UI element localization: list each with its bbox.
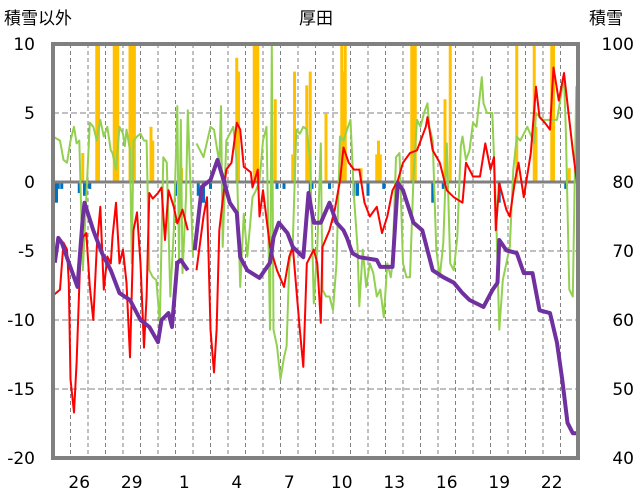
yellow-bars-bar	[112, 44, 116, 182]
yellow-bars-bar	[375, 154, 379, 182]
x-tick-label: 16	[436, 473, 458, 493]
blue-bars-bar	[366, 182, 370, 196]
yellow-bars-bar	[235, 57, 239, 182]
right-tick-label: 70	[612, 242, 634, 262]
yellow-bars-bar	[377, 140, 380, 182]
yellow-bars-bar	[254, 44, 258, 182]
blue-bars-bar	[382, 182, 386, 189]
yellow-bars-bar	[340, 44, 344, 182]
x-tick-label: 1	[179, 473, 190, 493]
yellow-bars-bar	[291, 154, 295, 182]
blue-bars-bar	[60, 182, 64, 189]
x-axis-ticks: 26 29 1 4 7 10 13 16 19 22	[68, 473, 562, 493]
blue-bars-bar	[77, 182, 81, 194]
x-tick-label: 13	[383, 473, 405, 493]
blue-bars-bar	[202, 182, 205, 203]
plot-frame	[51, 42, 580, 460]
blue-bars-bar	[282, 182, 286, 189]
x-tick-label: 4	[231, 473, 242, 493]
left-tick-label: -15	[7, 380, 35, 400]
left-tick-label: -10	[7, 311, 35, 331]
yellow-bars-bar	[343, 44, 347, 182]
yellow-bars-bar	[132, 44, 136, 182]
yellow-bars-bar	[534, 126, 538, 182]
x-tick-label: 22	[541, 473, 563, 493]
yellow-bars-bar	[293, 71, 296, 182]
right-axis-ticks: 100 90 80 70 60 50 40	[602, 35, 634, 469]
yellow-bars-bar	[378, 154, 382, 182]
blue-bars-bar	[564, 182, 568, 189]
right-tick-label: 100	[602, 35, 634, 55]
yellow-bars-bar	[256, 44, 260, 182]
yellow-bars-bar	[515, 44, 519, 182]
blue-bars-bar	[209, 182, 212, 189]
yellow-bars-bar	[81, 153, 85, 182]
left-tick-label: -20	[7, 449, 35, 469]
chart-title: 厚田	[299, 9, 333, 29]
x-tick-label: 26	[68, 473, 90, 493]
yellow-bars-bar	[443, 99, 447, 182]
left-tick-label: 10	[13, 35, 35, 55]
yellow-bars-bar	[448, 44, 452, 182]
yellow-bars-bar	[128, 44, 132, 182]
blue-bars-bar	[441, 182, 445, 189]
left-tick-label: 5	[24, 104, 35, 124]
green-line	[52, 44, 579, 381]
yellow-bars-bar	[307, 154, 310, 182]
yellow-bars-bar	[273, 99, 277, 182]
blue-bars-bar	[83, 182, 86, 196]
yellow-bars-bar	[252, 44, 256, 182]
purple-line-snow-depth	[52, 157, 578, 436]
yellow-bars-bar	[149, 126, 153, 182]
blue-bars-bar	[328, 182, 331, 189]
left-tick-label: -5	[18, 242, 35, 262]
blue-bars-bar	[310, 182, 314, 189]
red-line	[52, 66, 579, 414]
yellow-bars-bar	[413, 44, 417, 182]
series-lines	[52, 44, 579, 436]
yellow-bars-bar	[114, 44, 118, 182]
x-tick-label: 19	[488, 473, 510, 493]
yellow-bars-bar	[95, 44, 99, 182]
x-tick-label: 10	[331, 473, 353, 493]
yellow-bars-bar	[131, 44, 135, 182]
yellow-bars-bar	[324, 113, 328, 182]
right-tick-label: 80	[612, 173, 634, 193]
x-tick-label: 7	[284, 473, 295, 493]
right-tick-label: 60	[612, 311, 634, 331]
x-tick-label: 29	[121, 473, 143, 493]
right-tick-label: 40	[612, 449, 634, 469]
blue-bars-bar	[431, 182, 435, 203]
left-tick-label: 0	[24, 173, 35, 193]
left-axis-label: 積雪以外	[4, 9, 72, 29]
yellow-bars-bar	[410, 44, 414, 182]
blue-bars-bar	[55, 182, 58, 203]
right-tick-label: 90	[612, 104, 634, 124]
right-axis-label: 積雪	[589, 9, 623, 29]
blue-bars-bar	[356, 182, 359, 196]
yellow-bars-bar	[412, 44, 415, 182]
yellow-bars-bar	[151, 140, 155, 182]
blue-bars-bar	[275, 182, 279, 189]
yellow-bars-bar	[552, 44, 555, 182]
left-axis-ticks: 10 5 0 -5 -10 -15 -20	[7, 35, 35, 469]
yellow-bars-bar	[567, 168, 571, 182]
right-tick-label: 50	[612, 380, 634, 400]
blue-bars-bar	[196, 182, 200, 196]
yellow-bars-bar	[308, 71, 312, 182]
blue-bars-bar	[88, 182, 92, 189]
blue-bars-bar	[56, 182, 60, 189]
yellow-bars-bar	[116, 44, 120, 182]
yellow-bars-bar	[342, 71, 345, 182]
yellow-bars-bar	[97, 44, 100, 182]
